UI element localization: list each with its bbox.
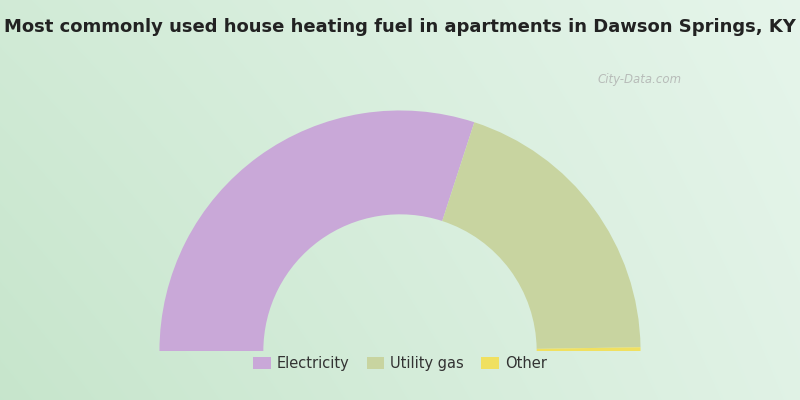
- Legend: Electricity, Utility gas, Other: Electricity, Utility gas, Other: [247, 350, 553, 377]
- Wedge shape: [537, 347, 641, 351]
- Wedge shape: [442, 122, 641, 349]
- Text: City-Data.com: City-Data.com: [598, 74, 682, 86]
- Wedge shape: [159, 110, 474, 351]
- Text: Most commonly used house heating fuel in apartments in Dawson Springs, KY: Most commonly used house heating fuel in…: [4, 18, 796, 36]
